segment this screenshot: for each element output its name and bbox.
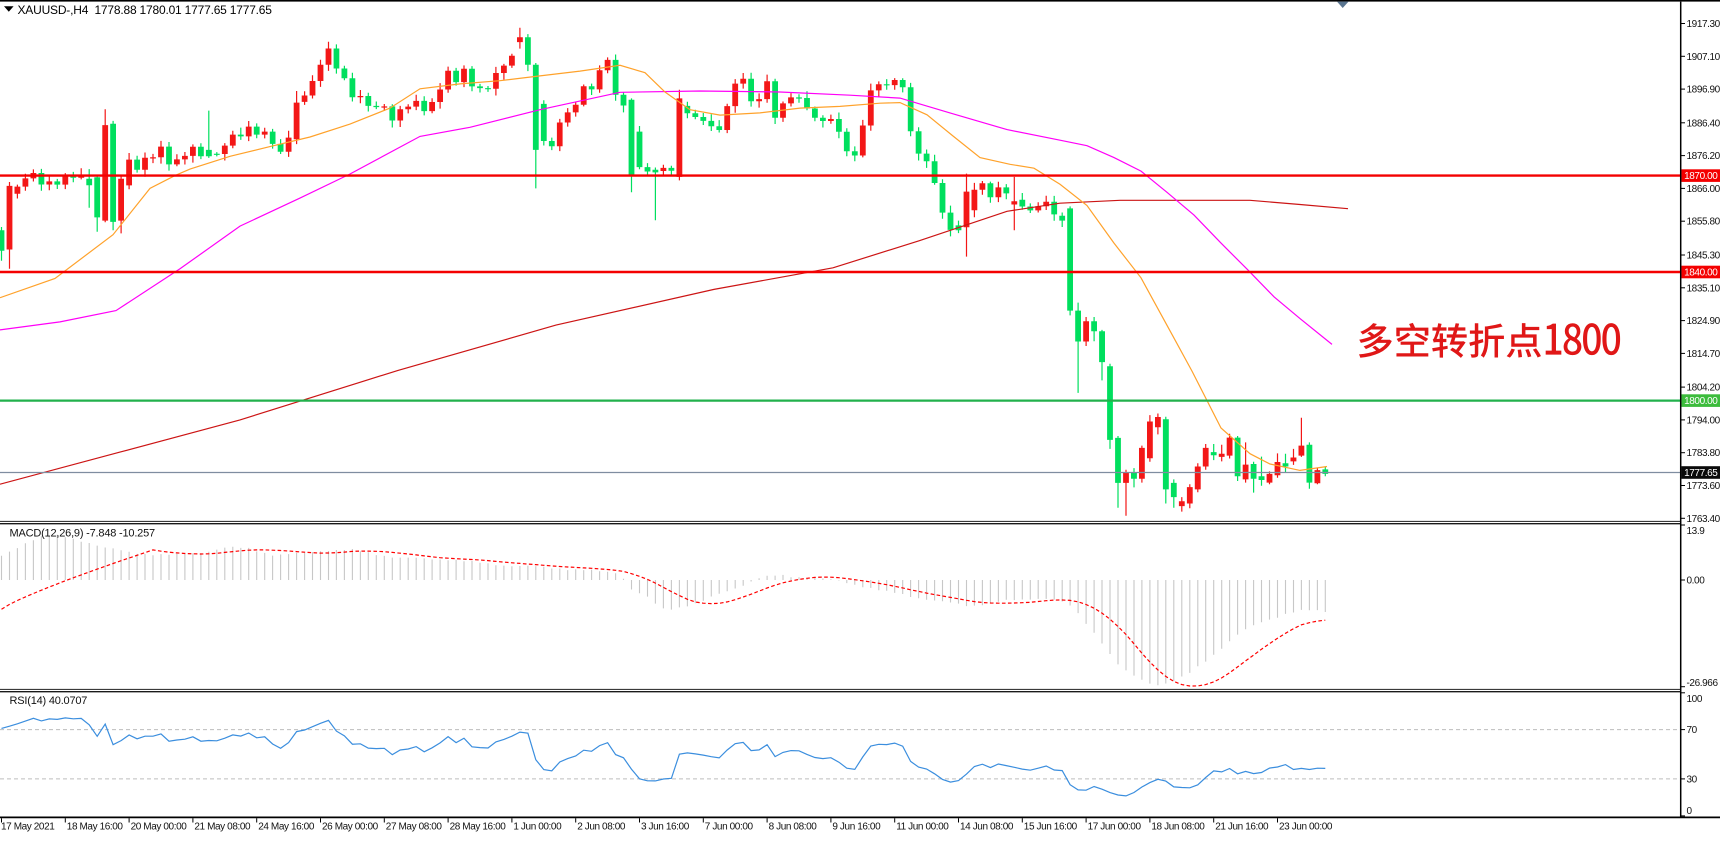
svg-text:18 Jun 08:00: 18 Jun 08:00 [1151, 822, 1205, 833]
svg-text:0.00: 0.00 [1687, 576, 1706, 587]
svg-text:100: 100 [1687, 694, 1703, 705]
svg-text:1794.00: 1794.00 [1687, 415, 1720, 426]
svg-text:1866.00: 1866.00 [1687, 184, 1720, 195]
svg-text:17 May 2021: 17 May 2021 [1, 822, 55, 833]
svg-text:1855.80: 1855.80 [1687, 217, 1720, 228]
svg-text:20 May 00:00: 20 May 00:00 [131, 822, 188, 833]
svg-text:1814.70: 1814.70 [1687, 349, 1720, 360]
svg-text:30: 30 [1687, 774, 1698, 785]
svg-text:11 Jun 00:00: 11 Jun 00:00 [896, 822, 949, 833]
svg-text:23 Jun 00:00: 23 Jun 00:00 [1279, 822, 1333, 833]
svg-text:7 Jun 00:00: 7 Jun 00:00 [705, 822, 754, 833]
svg-text:1773.60: 1773.60 [1687, 481, 1720, 492]
svg-text:1824.90: 1824.90 [1687, 316, 1720, 327]
svg-text:24 May 16:00: 24 May 16:00 [258, 822, 315, 833]
svg-text:1845.30: 1845.30 [1687, 251, 1720, 262]
svg-text:1777.65: 1777.65 [1684, 468, 1718, 479]
svg-text:21 Jun 16:00: 21 Jun 16:00 [1215, 822, 1269, 833]
svg-text:18 May 16:00: 18 May 16:00 [67, 822, 124, 833]
svg-text:21 May 08:00: 21 May 08:00 [194, 822, 251, 833]
svg-text:8 Jun 08:00: 8 Jun 08:00 [769, 822, 818, 833]
svg-text:1870.00: 1870.00 [1684, 171, 1718, 182]
svg-text:1907.10: 1907.10 [1687, 52, 1720, 63]
svg-text:9 Jun 16:00: 9 Jun 16:00 [832, 822, 881, 833]
svg-text:1800.00: 1800.00 [1684, 396, 1718, 407]
svg-text:3 Jun 16:00: 3 Jun 16:00 [641, 822, 690, 833]
svg-text:1917.30: 1917.30 [1687, 19, 1720, 30]
svg-text:1835.10: 1835.10 [1687, 283, 1720, 294]
svg-text:14 Jun 08:00: 14 Jun 08:00 [960, 822, 1014, 833]
svg-text:-26.966: -26.966 [1687, 678, 1719, 689]
svg-text:XAUUSD-,H4 1778.88 1780.01 17: XAUUSD-,H4 1778.88 1780.01 1777.65 1777.… [18, 3, 273, 17]
svg-text:26 May 00:00: 26 May 00:00 [322, 822, 379, 833]
svg-text:1 Jun 00:00: 1 Jun 00:00 [513, 822, 562, 833]
svg-text:0: 0 [1687, 806, 1693, 817]
svg-text:27 May 08:00: 27 May 08:00 [386, 822, 443, 833]
svg-text:1783.80: 1783.80 [1687, 448, 1720, 459]
svg-text:1763.40: 1763.40 [1687, 514, 1720, 525]
svg-text:RSI(14) 40.0707: RSI(14) 40.0707 [10, 695, 88, 707]
svg-text:15 Jun 16:00: 15 Jun 16:00 [1024, 822, 1078, 833]
svg-text:1876.20: 1876.20 [1687, 151, 1720, 162]
svg-text:1886.40: 1886.40 [1687, 118, 1720, 129]
svg-text:1896.90: 1896.90 [1687, 85, 1720, 96]
svg-text:28 May 16:00: 28 May 16:00 [450, 822, 507, 833]
svg-text:2 Jun 08:00: 2 Jun 08:00 [577, 822, 626, 833]
svg-text:1804.20: 1804.20 [1687, 383, 1720, 394]
svg-text:13.9: 13.9 [1687, 526, 1706, 537]
svg-text:17 Jun 00:00: 17 Jun 00:00 [1088, 822, 1142, 833]
svg-text:1840.00: 1840.00 [1684, 268, 1718, 279]
svg-text:70: 70 [1687, 725, 1698, 736]
svg-text:MACD(12,26,9) -7.848 -10.257: MACD(12,26,9) -7.848 -10.257 [10, 527, 156, 539]
